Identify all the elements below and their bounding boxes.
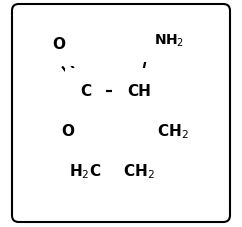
Text: O: O — [52, 37, 65, 52]
Text: CH$_2$: CH$_2$ — [157, 122, 188, 141]
Text: NH$_2$: NH$_2$ — [154, 33, 185, 49]
Text: C: C — [80, 84, 91, 99]
Text: O: O — [61, 124, 74, 139]
Text: H$_2$C: H$_2$C — [69, 162, 102, 180]
Text: CH: CH — [127, 84, 151, 99]
FancyBboxPatch shape — [12, 5, 230, 222]
Text: CH$_2$: CH$_2$ — [123, 162, 155, 180]
